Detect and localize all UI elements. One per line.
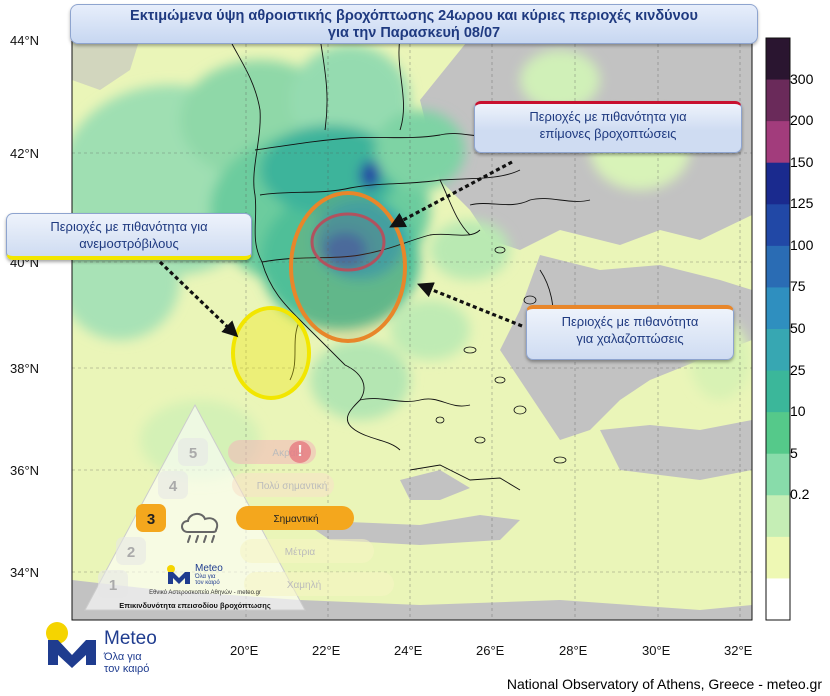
meteo-logo-tag1: Όλα για: [104, 651, 142, 663]
callout-line-1: Περιοχές με πιθανότητα για: [50, 219, 208, 234]
colorbar-swatch: [766, 453, 790, 496]
risk-level-badge: [158, 471, 188, 499]
risk-level-bar: [232, 473, 334, 497]
colorbar-swatch: [766, 162, 790, 205]
hail-risk-ellipse: [289, 191, 407, 343]
map-title: Εκτιμώμενα ύψη αθροιστικής βροχόπτωσης 2…: [70, 4, 758, 44]
lon-label: 22°E: [312, 643, 341, 658]
colorbar-label: 25: [790, 361, 806, 378]
lon-label: 26°E: [476, 643, 505, 658]
title-line-2: για την Παρασκευή 08/07: [327, 25, 501, 41]
borders: [229, 38, 591, 491]
risk-level-number: 3: [147, 511, 155, 528]
colorbar-swatch: [766, 245, 790, 288]
colorbar: [765, 37, 791, 621]
risk-level-number: 5: [189, 445, 197, 462]
lon-label: 20°E: [230, 643, 259, 658]
colorbar-label: 300: [790, 70, 814, 87]
risk-level-badge: [116, 537, 146, 565]
colorbar-labels: 300 200 150 125 100 75 50 25 10 5 0.2: [790, 0, 830, 696]
colorbar-swatch: [766, 412, 790, 455]
colorbar-swatch: [766, 79, 790, 122]
colorbar-swatch: [766, 536, 790, 579]
colorbar-label: 125: [790, 195, 814, 212]
rain-cloud-icon: [178, 508, 224, 548]
risk-level-badge: [178, 438, 208, 466]
risk-level-badge: [136, 504, 166, 532]
colorbar-label: 10: [790, 403, 806, 420]
risk-level-label: Χαμηλή: [287, 579, 321, 591]
meteo-logo-tag2: τον καιρό: [104, 663, 150, 675]
callout-line-2: επίμονες βροχοπτώσεις: [539, 126, 677, 141]
colorbar-swatch: [766, 121, 790, 164]
lon-label: 28°E: [559, 643, 588, 658]
colorbar-label: 150: [790, 153, 814, 170]
pyramid-caption: Επικινδυνότητα επεισοδίου βροχόπτωσης: [119, 601, 271, 610]
risk-level-label: Σημαντική: [273, 513, 318, 525]
hail-arrow: [417, 282, 523, 328]
risk-level-number: 2: [127, 544, 135, 561]
risk-level-bar: [240, 539, 374, 563]
pyramid-logo: Meteo Όλα για τον καιρό: [165, 562, 255, 592]
persistent-rain-arrow: [389, 160, 513, 228]
colorbar-swatch: [766, 38, 790, 81]
pyramid-logo-tag1: Όλα για: [195, 574, 216, 580]
lon-label: 24°E: [394, 643, 423, 658]
colorbar-label: 5: [790, 444, 798, 461]
tornado-risk-ellipse: [231, 306, 311, 400]
pyramid-logo-name: Meteo: [195, 563, 223, 574]
lon-label: 32°E: [724, 643, 753, 658]
risk-level-number: 4: [169, 478, 178, 495]
colorbar-label: 200: [790, 112, 814, 129]
colorbar-swatch: [766, 329, 790, 372]
lat-label: 38°N: [10, 361, 39, 376]
colorbar-label: 100: [790, 236, 814, 253]
callout-line-2: ανεμοστρόβιλους: [79, 236, 179, 251]
risk-level-label: Πολύ σημαντική: [257, 480, 328, 492]
meteo-logo: [46, 622, 96, 668]
callout-line-2: για χαλαζοπτώσεις: [576, 331, 684, 346]
pyramid-org: Εθνικό Αστεροσκοπείο Αθηνών - meteo.gr: [149, 590, 261, 596]
lat-label: 42°N: [10, 146, 39, 161]
lat-label: 36°N: [10, 463, 39, 478]
colorbar-label: 50: [790, 320, 806, 336]
risk-level-bar: [244, 572, 394, 596]
callout-persistent-rain: Περιοχές με πιθανότητα για επίμονες βροχ…: [474, 101, 742, 153]
risk-level-label: Μέτρια: [285, 546, 316, 558]
persistent-rain-ellipse: [310, 212, 386, 272]
colorbar-swatch: [766, 204, 790, 247]
callout-hail: Περιοχές με πιθανότητα για χαλαζοπτώσεις: [526, 305, 734, 360]
warning-icon: !: [289, 441, 311, 463]
lon-label: 30°E: [642, 643, 671, 658]
risk-level-number: 1: [109, 577, 117, 594]
risk-level-bar: [236, 506, 354, 530]
title-line-1: Εκτιμώμενα ύψη αθροιστικής βροχόπτωσης 2…: [130, 8, 698, 24]
lat-label: 34°N: [10, 565, 39, 580]
risk-level-badge: [98, 570, 128, 598]
footer-credit: National Observatory of Athens, Greece -…: [506, 676, 822, 692]
lat-label: 44°N: [10, 33, 39, 48]
colorbar-swatch: [766, 370, 790, 413]
colorbar-label: 0.2: [790, 486, 810, 503]
colorbar-swatch: [766, 578, 790, 621]
callout-line-1: Περιοχές με πιθανότητα για: [529, 109, 687, 124]
meteo-logo-name: Meteo: [104, 628, 157, 649]
callout-tornado: Περιοχές με πιθανότητα για ανεμοστρόβιλο…: [6, 213, 252, 260]
pyramid-logo-tag2: τον καιρό: [195, 580, 220, 586]
colorbar-label: 75: [790, 278, 806, 295]
tornado-arrow: [158, 260, 239, 338]
colorbar-swatch: [766, 287, 790, 330]
callout-line-1: Περιοχές με πιθανότητα: [561, 314, 699, 329]
colorbar-swatch: [766, 495, 790, 538]
